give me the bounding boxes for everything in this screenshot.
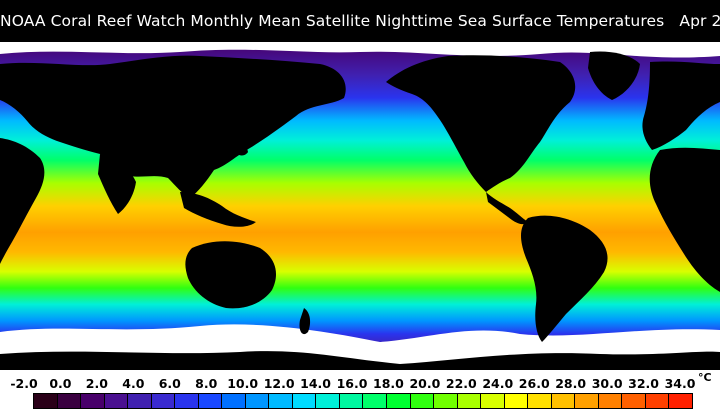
south-america — [521, 215, 608, 342]
legend-tick-label: 22.0 — [445, 376, 477, 391]
legend-tick-label: 0.0 — [49, 376, 72, 391]
legend-swatch — [669, 394, 692, 408]
legend-swatch — [434, 394, 458, 408]
greenland — [588, 51, 640, 100]
legend-swatch — [551, 394, 576, 408]
legend-swatch — [528, 394, 552, 408]
legend-swatch — [386, 394, 411, 408]
legend-swatch — [57, 394, 82, 408]
central-america — [486, 192, 528, 225]
legend-swatch — [34, 394, 58, 408]
legend-tick-label: 12.0 — [263, 376, 295, 391]
legend-tick-label: 4.0 — [122, 376, 145, 391]
arctic-ice — [0, 42, 720, 58]
legend-tick-label: 34.0 — [664, 376, 696, 391]
legend-tick-label: 30.0 — [591, 376, 623, 391]
legend-swatch — [245, 394, 270, 408]
legend-swatch — [339, 394, 364, 408]
legend-swatch — [598, 394, 623, 408]
north-america — [386, 55, 576, 192]
legend-tick-label: 2.0 — [85, 376, 108, 391]
legend-tick-label: 26.0 — [518, 376, 550, 391]
india — [98, 154, 136, 214]
legend-swatch — [622, 394, 646, 408]
legend-swatch — [222, 394, 246, 408]
legend-tick-labels: -2.0 0.0 2.0 4.0 6.0 8.0 10.0 12.0 14.0 16.0 18.0 2… — [0, 373, 720, 393]
legend-tick-label: 16.0 — [336, 376, 368, 391]
legend-tick-label: 10.0 — [227, 376, 259, 391]
sst-map — [0, 42, 720, 370]
legend-swatch — [457, 394, 482, 408]
color-legend: -2.0 0.0 2.0 4.0 6.0 8.0 10.0 12.0 14.0 16.0 18.0 2… — [0, 370, 720, 411]
legend-swatch — [292, 394, 317, 408]
europe-west — [642, 61, 720, 150]
legend-swatch — [481, 394, 505, 408]
legend-swatch — [198, 394, 223, 408]
legend-tick-label: 18.0 — [373, 376, 404, 391]
legend-tick-label: 6.0 — [158, 376, 181, 391]
map-title: NOAA Coral Reef Watch Monthly Mean Satel… — [0, 0, 720, 42]
legend-swatch — [410, 394, 435, 408]
australia — [185, 241, 276, 309]
legend-tick-label: -2.0 — [10, 376, 38, 391]
legend-swatch — [151, 394, 176, 408]
new-zealand — [299, 308, 311, 335]
legend-tick-label: 28.0 — [555, 376, 587, 391]
legend-tick-label: 8.0 — [195, 376, 218, 391]
legend-unit: °C — [698, 371, 712, 384]
antarctica — [0, 351, 720, 370]
africa — [0, 138, 45, 264]
legend-colorbar — [33, 393, 693, 409]
legend-swatch — [504, 394, 529, 408]
legend-swatch — [363, 394, 387, 408]
legend-swatch — [645, 394, 670, 408]
japan — [232, 130, 248, 156]
legend-swatch — [316, 394, 340, 408]
legend-tick-label: 32.0 — [628, 376, 659, 391]
eurasia — [0, 55, 346, 199]
legend-swatch — [104, 394, 129, 408]
legend-swatch — [175, 394, 199, 408]
africa-east — [649, 147, 720, 292]
legend-swatch — [128, 394, 152, 408]
legend-tick-label: 24.0 — [482, 376, 514, 391]
legend-tick-label: 14.0 — [300, 376, 331, 391]
legend-swatch — [575, 394, 599, 408]
legend-swatch — [81, 394, 105, 408]
legend-swatch — [269, 394, 293, 408]
maritime-continent — [180, 192, 256, 227]
legend-tick-label: 20.0 — [409, 376, 441, 391]
